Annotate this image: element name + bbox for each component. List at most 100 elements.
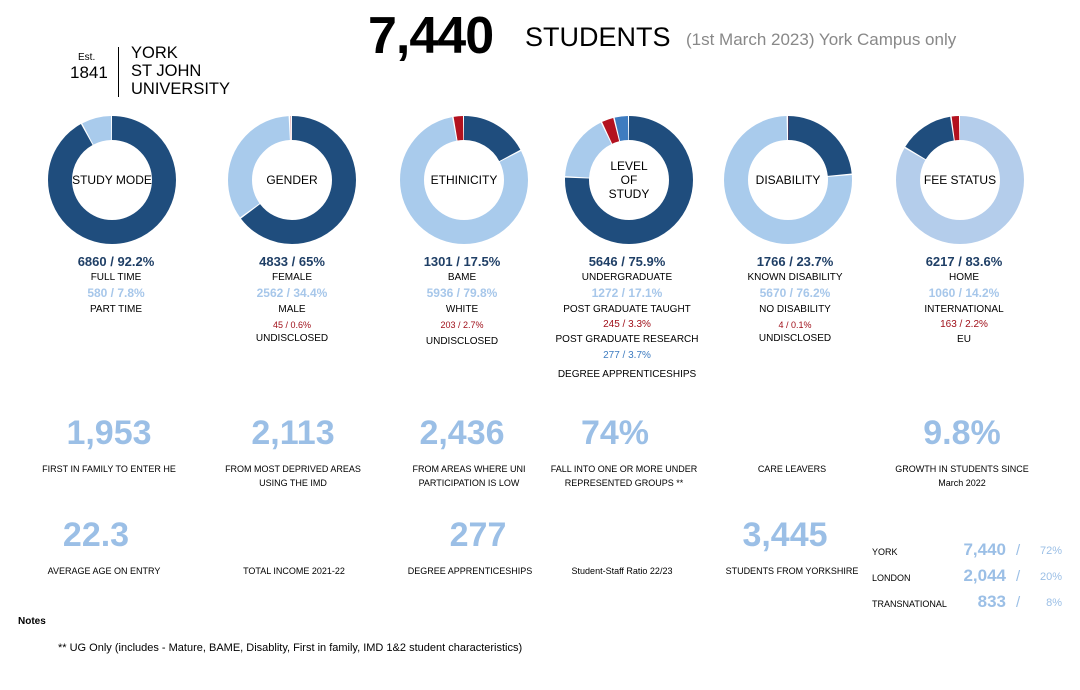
stat-main-value: 4833 / 65% <box>259 254 325 269</box>
donut-segment <box>228 116 356 244</box>
campus-york-slash: / <box>1016 542 1021 559</box>
campus-london-pct: 20% <box>1039 571 1062 583</box>
stat-second-caption: MALE <box>278 304 306 315</box>
campus-london-value: 2,044 <box>963 566 1006 585</box>
donut-title: LEVEL OF STUDY <box>608 159 650 201</box>
stat-second-value: 5670 / 76.2% <box>759 286 831 300</box>
donut-segment <box>228 116 356 244</box>
logo-year: 1841 <box>70 63 108 82</box>
students-label: STUDENTS <box>525 22 671 52</box>
logo-line-university: UNIVERSITY <box>131 80 231 98</box>
kpi-deprived-areas-caption: FROM MOST DEPRIVED AREAS USING THE IMD <box>225 464 361 488</box>
gender-stats: 4833 / 65% FEMALE 2562 / 34.4% MALE 45 /… <box>192 254 392 346</box>
campus-york-value: 7,440 <box>963 540 1006 559</box>
logo-est: Est. <box>78 52 96 63</box>
campus-transnational-pct: 8% <box>1046 597 1062 609</box>
donut-study-mode: STUDY MODE <box>46 114 178 246</box>
stat-main-caption: BAME <box>447 272 477 283</box>
campus-transnational-slash: / <box>1016 594 1021 611</box>
kpi-first-in-family-caption: FIRST IN FAMILY TO ENTER HE <box>42 464 176 474</box>
disability-stats: 1766 / 23.7% KNOWN DISABILITY 5670 / 76.… <box>695 254 895 346</box>
kpi-first-in-family-value: 1,953 <box>66 414 152 452</box>
kpi-underrepresented-caption: FALL INTO ONE OR MORE UNDER REPRESENTED … <box>550 464 698 488</box>
kpi-underrepresented-value: 74% <box>580 414 650 452</box>
stat-second-caption: PART TIME <box>89 304 143 315</box>
donut-title: STUDY MODE <box>72 173 152 187</box>
stat-third-caption: UNDISCLOSED <box>758 333 832 344</box>
donut-segment <box>724 116 852 244</box>
donut-segment <box>724 116 852 244</box>
stat-second-value: 5936 / 79.8% <box>426 286 498 300</box>
stat-third-caption: EU <box>957 334 971 345</box>
campus-london-slash: / <box>1016 568 1021 585</box>
logo-line-york: YORK <box>131 44 178 62</box>
stat-third-caption: UNDISCLOSED <box>425 336 499 347</box>
level-of-study-stats: 5646 / 75.9% UNDERGRADUATE 1272 / 17.1% … <box>527 254 727 386</box>
notes-title: Notes <box>18 616 46 627</box>
stat-main-value: 6860 / 92.2% <box>77 254 155 269</box>
notes-text: ** UG Only (includes - Mature, BAME, Dis… <box>58 642 523 654</box>
donut-segment <box>896 116 1024 244</box>
kpi-low-participation-value: 2,436 <box>419 414 505 452</box>
donut-fee-status: FEE STATUS <box>894 114 1026 246</box>
stat-third-value: 203 / 2.7% <box>440 320 484 330</box>
kpi-growth-value: 9.8% <box>923 414 1001 452</box>
donut-disability: DISABILITY <box>722 114 854 246</box>
stat-main-caption: FEMALE <box>271 272 312 283</box>
stat-second-caption: NO DISABILITY <box>759 304 831 315</box>
kpi-yorkshire-value: 3,445 <box>742 516 828 554</box>
stat-third-value: 45 / 0.6% <box>272 320 312 330</box>
stat-third-value: 163 / 2.2% <box>940 319 988 330</box>
ethnicity-stats: 1301 / 17.5% BAME 5936 / 79.8% WHITE 203… <box>362 254 562 352</box>
stat-main-value: 5646 / 75.9% <box>588 254 666 269</box>
stat-main-value: 6217 / 83.6% <box>925 254 1003 269</box>
stat-second-value: 2562 / 34.4% <box>256 286 328 300</box>
stat-second-caption: POST GRADUATE TAUGHT <box>563 304 691 315</box>
fee-status-stats: 6217 / 83.6% HOME 1060 / 14.2% INTERNATI… <box>864 254 1064 348</box>
university-logo: YORK ST JOHN UNIVERSITY <box>131 44 230 98</box>
stat-third-value: 245 / 3.3% <box>603 319 651 330</box>
date-subtitle: (1st March 2023) York Campus only <box>686 30 957 49</box>
donut-title: ETHINICITY <box>430 173 498 187</box>
stat-main-caption: FULL TIME <box>90 272 142 283</box>
stat-main-caption: UNDERGRADUATE <box>581 272 673 283</box>
logo-line-st-john: ST JOHN <box>131 62 202 80</box>
stat-main-caption: HOME <box>949 272 979 283</box>
stat-third-value: 4 / 0.1% <box>778 320 812 330</box>
campus-transnational-value: 833 <box>977 592 1006 611</box>
kpi-degree-apprenticeships-caption: DEGREE APPRENTICESHIPS <box>407 566 533 576</box>
study-mode-stats: 6860 / 92.2% FULL TIME 580 / 7.8% PART T… <box>16 254 216 318</box>
campus-london-name: LONDON <box>872 573 911 583</box>
stat-second-value: 580 / 7.8% <box>87 286 145 300</box>
donut-segment <box>400 116 528 244</box>
donut-title: FEE STATUS <box>923 173 997 187</box>
stat-fourth-value: 277 / 3.7% <box>603 350 651 361</box>
logo-divider <box>118 47 119 97</box>
campus-york-name: YORK <box>872 547 898 557</box>
campus-transnational-name: TRANSNATIONAL <box>872 599 947 609</box>
donut-segment <box>565 116 693 244</box>
stat-fourth-caption: DEGREE APPRENTICESHIPS <box>557 369 697 380</box>
donut-title: DISABILITY <box>755 173 821 187</box>
kpi-yorkshire-caption: STUDENTS FROM YORKSHIRE <box>725 566 859 576</box>
donut-gender: GENDER <box>226 114 358 246</box>
donut-level-of-study: LEVEL OF STUDY <box>563 114 695 246</box>
kpi-average-age-value: 22.3 <box>62 516 130 554</box>
kpi-deprived-areas-value: 2,113 <box>251 414 335 452</box>
kpi-degree-apprenticeships-value: 277 <box>449 516 507 554</box>
kpi-staff-ratio-caption: Student-Staff Ratio 22/23 <box>571 566 673 576</box>
stat-second-value: 1060 / 14.2% <box>928 286 1000 300</box>
stat-second-caption: INTERNATIONAL <box>924 304 1004 315</box>
donut-ethinicity: ETHINICITY <box>398 114 530 246</box>
stat-third-caption: UNDISCLOSED <box>255 333 329 344</box>
donut-title: GENDER <box>266 173 318 187</box>
stat-second-caption: WHITE <box>445 304 479 315</box>
kpi-growth-caption: GROWTH IN STUDENTS SINCE March 2022 <box>895 464 1029 488</box>
stat-main-value: 1301 / 17.5% <box>423 254 501 269</box>
stat-third-caption: POST GRADUATE RESEARCH <box>555 334 699 345</box>
donut-segment <box>48 116 176 244</box>
kpi-total-income-caption: TOTAL INCOME 2021-22 <box>243 566 345 576</box>
donut-segment <box>400 116 528 244</box>
stat-main-value: 1766 / 23.7% <box>756 254 834 269</box>
kpi-low-participation-caption: FROM AREAS WHERE UNI PARTICIPATION IS LO… <box>412 464 526 488</box>
